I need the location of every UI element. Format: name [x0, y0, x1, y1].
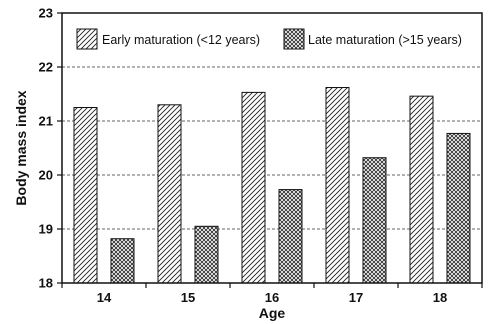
x-tick-label-14: 14	[97, 290, 112, 305]
legend: Early maturation (<12 years) Late maturat…	[76, 28, 462, 50]
legend-swatch-late	[283, 28, 305, 50]
legend-label-late: Late maturation (>15 years)	[308, 33, 462, 47]
legend-label-early: Early maturation (<12 years)	[102, 33, 260, 47]
x-axis-title: Age	[259, 305, 286, 321]
x-ticks: 14 15 16 17 18	[61, 283, 483, 305]
y-axis-title: Body mass index	[13, 90, 29, 205]
y-tick-label-2: 20	[39, 168, 53, 183]
bar-late-14	[110, 238, 135, 284]
bar-early-15	[157, 104, 182, 284]
bars	[73, 87, 471, 284]
x-tick-label-17: 17	[349, 290, 363, 305]
plot-frame	[61, 12, 483, 284]
bar-late-17	[362, 157, 387, 284]
x-tick-label-18: 18	[433, 290, 447, 305]
x-tick-label-16: 16	[265, 290, 279, 305]
y-tick-label-0: 18	[39, 276, 53, 291]
legend-swatch-early	[76, 28, 98, 50]
bar-late-16	[278, 189, 303, 284]
bar-late-15	[194, 225, 219, 284]
bar-early-14	[73, 107, 98, 284]
bar-early-18	[409, 95, 434, 284]
bar-early-17	[325, 87, 350, 284]
y-tick-label-5: 23	[39, 6, 53, 21]
y-tick-label-1: 19	[39, 222, 53, 237]
x-tick-label-15: 15	[181, 290, 195, 305]
y-tick-label-3: 21	[39, 114, 53, 129]
bar-late-18	[446, 132, 471, 284]
y-tick-label-4: 22	[39, 60, 53, 75]
y-ticks: 18 19 20 21 22 23	[39, 6, 62, 291]
bar-early-16	[241, 91, 266, 284]
